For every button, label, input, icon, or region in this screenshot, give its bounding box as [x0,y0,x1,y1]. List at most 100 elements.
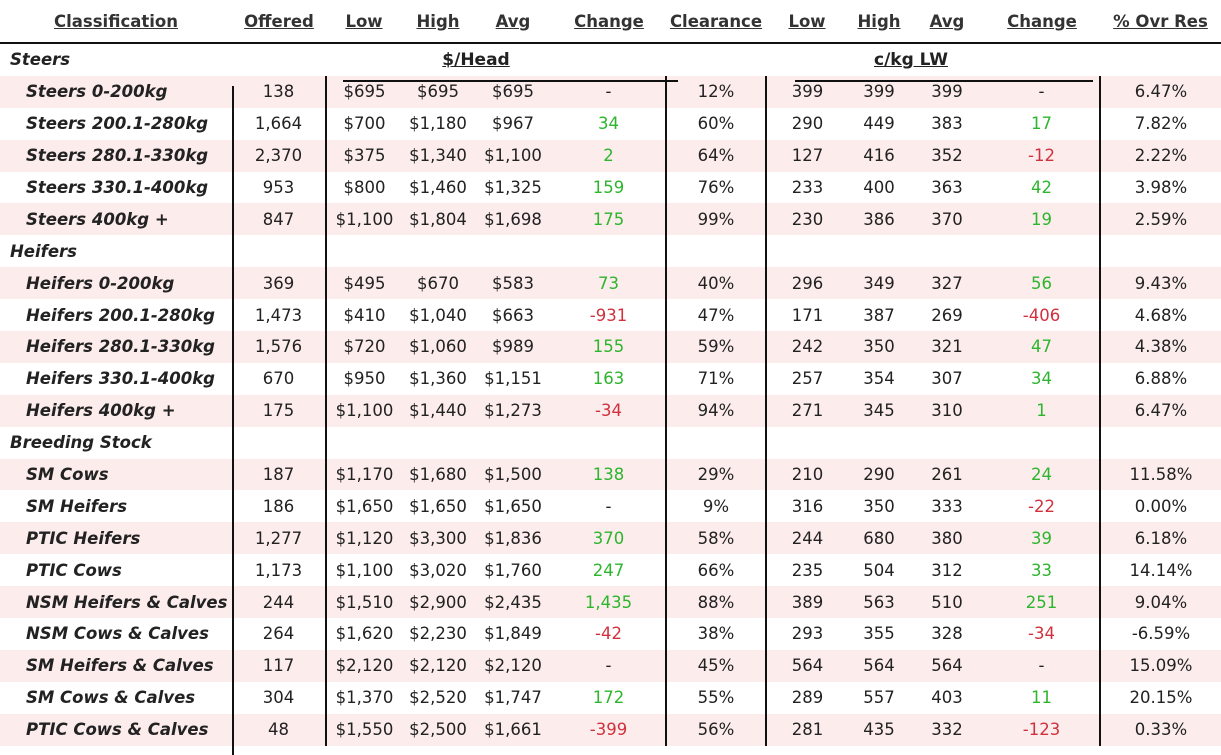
change-head-cell: 34 [598,114,619,134]
classification-cell: Heifers 0-200kg [0,267,232,300]
change-kg-cell: 42 [1031,178,1052,197]
empty-cell [1099,235,1221,268]
low-head-cell: $950 [325,362,402,395]
empty-cell [765,235,848,268]
avg-kg-cell: 332 [910,713,984,746]
avg-head-cell: $1,661 [474,713,552,746]
low-head-cell: $1,120 [325,522,402,555]
table-row: Heifers 330.1-400kg 670 $950 $1,360 $1,151 16… [0,362,1221,395]
high-head-cell: $1,360 [409,369,467,389]
offered-cell: 369 [232,267,326,300]
empty-cell [910,427,984,459]
low-kg-cell: 293 [765,618,848,650]
empty-cell [910,235,984,267]
change-kg-cell: 251 [984,586,1100,619]
high-kg-cell: 350 [863,496,895,516]
offered-cell: 48 [232,713,326,746]
group-label: Steers [10,50,71,70]
low-kg-cell: 290 [765,107,848,140]
avg-kg-cell: 261 [910,458,984,491]
table-row: NSM Cows & Calves 264 $1,620 $2,230 $1,849 -4… [0,618,1221,650]
high-kg-cell: 400 [863,178,895,197]
clearance-cell: 58% [665,522,766,555]
high-head-cell: $1,340 [402,139,474,172]
col-change-head-header: Change [552,0,666,44]
low-kg-cell: 271 [765,394,848,427]
high-head-cell: $1,180 [409,114,467,134]
classification-cell: PTIC Cows & Calves [0,713,232,746]
change-head-cell: 155 [552,331,666,363]
high-kg-cell: 290 [848,458,910,491]
avg-head-cell: $1,325 [484,178,542,197]
avg-kg-cell: 327 [910,267,984,300]
ovr-res-cell: 14.14% [1099,554,1221,587]
change-head-cell: 2 [552,139,666,172]
table-header: Classification Offered Low High Avg Change Cle… [0,0,1221,44]
high-head-cell: $2,120 [402,649,474,682]
change-kg-cell: 34 [1031,369,1052,389]
classification-cell: Steers 280.1-330kg [0,139,232,172]
ovr-res-cell: 20.15% [1099,681,1221,714]
low-kg-cell: 233 [765,171,848,204]
classification-cell: SM Cows [0,458,232,491]
low-kg-cell: 564 [765,649,848,682]
header-row: Classification Offered Low High Avg Change Cle… [0,0,1221,44]
kg-unit-rule [795,80,1093,82]
empty-cell [402,235,474,267]
clearance-cell: 66% [665,554,766,587]
high-head-cell: $2,230 [409,624,467,644]
low-head-cell: $1,620 [325,618,402,650]
unit-label-head: $/Head [442,49,510,70]
avg-kg-cell: 564 [910,649,984,682]
classification-cell: PTIC Cows [26,560,122,580]
clearance-cell: 88% [665,586,766,619]
ovr-res-cell: 6.18% [1099,522,1221,555]
avg-head-cell: $2,435 [474,586,552,619]
empty-cell [765,426,848,459]
table-row: Steers 280.1-330kg 2,370 $375 $1,340 $1,100 2… [0,139,1221,172]
high-head-cell: $1,040 [409,305,467,325]
avg-kg-cell: 370 [910,203,984,236]
ovr-res-cell: 6.47% [1099,75,1221,108]
col-low-kg-header: Low [766,0,848,44]
empty-cell [232,43,326,76]
empty-cell [326,43,402,76]
clearance-cell: 99% [665,203,766,236]
empty-cell [552,43,666,76]
change-head-cell: - [605,496,612,516]
col-offered-header: Offered [232,0,326,44]
table-row: Heifers 400kg +175 $1,100 $1,440 $1,273 -34 9… [0,394,1221,427]
table-row: SM Cows 187 $1,170 $1,680 $1,500 138 29% 210 290… [0,458,1221,491]
avg-kg-cell: 352 [910,139,984,172]
empty-cell [232,235,326,267]
offered-cell: 2,370 [232,139,326,172]
low-kg-cell: 210 [765,458,848,491]
avg-head-cell: $1,100 [474,139,552,172]
empty-cell [325,235,402,268]
offered-cell: 1,576 [232,331,326,363]
ovr-res-cell: 2.59% [1099,203,1221,236]
change-head-cell: -931 [589,305,628,325]
table-row: PTIC Cows & Calves 48 $1,550 $2,500 $1,661 -3… [0,713,1221,746]
low-head-cell: $1,650 [325,490,402,523]
empty-cell [1100,43,1221,76]
classification-cell: Steers 400kg + [0,203,232,236]
change-head-cell: 175 [552,203,666,236]
avg-kg-cell: 363 [931,178,963,197]
avg-head-cell: $1,650 [484,496,542,516]
change-kg-cell: - [984,649,1100,682]
change-kg-cell: -12 [984,139,1100,172]
low-kg-cell: 257 [765,362,848,395]
offered-cell: 1,664 [254,114,303,134]
avg-kg-cell: 383 [931,114,963,134]
avg-head-cell: $1,273 [474,394,552,427]
high-kg-cell: 416 [848,139,910,172]
change-kg-cell: 33 [1031,560,1052,580]
avg-kg-cell: 403 [931,688,963,708]
low-head-cell: $1,100 [325,203,402,236]
low-head-cell: $1,170 [325,458,402,491]
change-head-cell: 159 [592,178,625,197]
classification-cell: NSM Heifers & Calves [0,586,232,619]
classification-cell: Heifers 330.1-400kg [26,369,215,389]
